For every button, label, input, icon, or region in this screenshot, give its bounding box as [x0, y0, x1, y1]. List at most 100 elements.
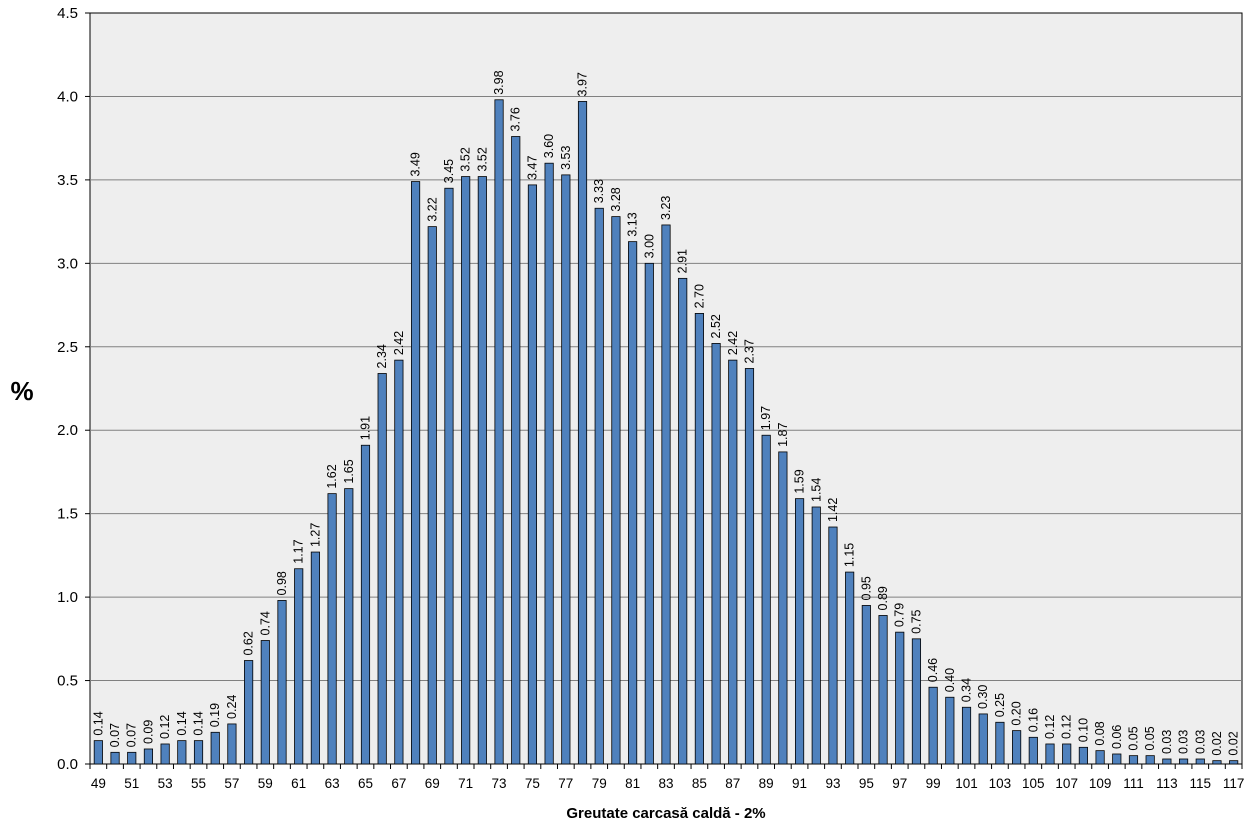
bar: [545, 163, 553, 764]
x-tick-label: 49: [91, 776, 106, 791]
bar: [862, 605, 870, 764]
x-tick-label: 53: [158, 776, 173, 791]
data-label: 1.97: [759, 406, 773, 430]
data-label: 1.62: [325, 464, 339, 488]
x-tick-label: 79: [592, 776, 607, 791]
bar: [929, 687, 937, 764]
data-label: 2.52: [709, 314, 723, 338]
x-axis-label: Greutate carcasă caldă - 2%: [566, 805, 765, 822]
x-tick-label: 61: [291, 776, 306, 791]
bar: [94, 741, 102, 764]
data-label: 3.13: [626, 212, 640, 236]
data-label: 0.79: [893, 603, 907, 627]
bar: [595, 208, 603, 764]
data-label: 0.16: [1026, 708, 1040, 732]
bar: [1096, 751, 1104, 764]
x-tick-label: 81: [625, 776, 640, 791]
x-tick-label: 101: [955, 776, 978, 791]
bar: [1012, 731, 1020, 764]
data-label: 2.42: [392, 331, 406, 355]
data-label: 0.74: [258, 611, 272, 635]
data-label: 0.07: [125, 723, 139, 747]
data-label: 0.46: [926, 658, 940, 682]
bar: [729, 360, 737, 764]
bar: [512, 136, 520, 764]
data-label: 1.27: [308, 523, 322, 547]
data-label: 2.70: [692, 284, 706, 308]
data-label: 2.34: [375, 344, 389, 368]
y-tick-label: 4.5: [57, 5, 78, 22]
y-tick-label: 1.0: [57, 589, 78, 606]
data-label: 3.60: [542, 134, 556, 158]
data-label: 3.76: [509, 107, 523, 131]
x-tick-label: 67: [391, 776, 406, 791]
bar: [762, 435, 770, 764]
bar: [896, 632, 904, 764]
bar: [679, 278, 687, 764]
data-label: 0.10: [1076, 718, 1090, 742]
bar: [161, 744, 169, 764]
x-tick-label: 107: [1055, 776, 1078, 791]
data-label: 0.14: [192, 711, 206, 735]
data-label: 0.20: [1010, 701, 1024, 725]
x-tick-label: 103: [989, 776, 1012, 791]
bar: [795, 499, 803, 764]
bar: [578, 101, 586, 764]
bar: [1113, 754, 1121, 764]
data-label: 1.15: [843, 543, 857, 567]
x-tick-label: 73: [492, 776, 507, 791]
bar: [979, 714, 987, 764]
bar: [278, 600, 286, 764]
x-tick-label: 117: [1223, 776, 1245, 791]
bar: [411, 182, 419, 764]
x-tick-label: 57: [224, 776, 239, 791]
data-label: 0.06: [1110, 725, 1124, 749]
x-tick-label: 83: [658, 776, 673, 791]
bar: [1029, 737, 1037, 764]
data-label: 1.65: [342, 459, 356, 483]
data-label: 0.03: [1177, 730, 1191, 754]
bar: [812, 507, 820, 764]
bar: [144, 749, 152, 764]
bar: [445, 188, 453, 764]
data-label: 2.42: [726, 331, 740, 355]
y-tick-label: 4.0: [57, 88, 78, 105]
bar: [428, 227, 436, 764]
y-axis-label: %: [10, 376, 33, 406]
x-tick-label: 109: [1089, 776, 1112, 791]
y-axis-ticks: 0.00.51.01.52.02.53.03.54.04.5: [57, 5, 90, 773]
bar: [645, 263, 653, 764]
bar: [128, 752, 136, 764]
x-tick-label: 105: [1022, 776, 1045, 791]
x-tick-label: 87: [725, 776, 740, 791]
bar: [1046, 744, 1054, 764]
bar: [328, 494, 336, 764]
data-label: 0.14: [175, 711, 189, 735]
bar: [1196, 759, 1204, 764]
bar: [395, 360, 403, 764]
data-label: 0.07: [108, 723, 122, 747]
data-label: 0.03: [1193, 730, 1207, 754]
x-tick-label: 51: [124, 776, 139, 791]
x-tick-label: 77: [558, 776, 573, 791]
data-label: 2.37: [742, 339, 756, 363]
x-tick-label: 97: [892, 776, 907, 791]
bar: [946, 697, 954, 764]
bar: [261, 641, 269, 764]
bar: [178, 741, 186, 764]
bar: [1163, 759, 1171, 764]
y-tick-label: 2.0: [57, 422, 78, 439]
x-tick-label: 111: [1123, 776, 1144, 791]
data-label: 0.02: [1210, 731, 1224, 755]
data-label: 3.52: [475, 147, 489, 171]
data-label: 0.25: [993, 693, 1007, 717]
bar: [194, 741, 202, 764]
bar: [996, 722, 1004, 764]
bar: [628, 242, 636, 764]
bar: [311, 552, 319, 764]
x-tick-label: 63: [325, 776, 340, 791]
x-tick-label: 115: [1189, 776, 1211, 791]
data-label: 0.62: [242, 631, 256, 655]
